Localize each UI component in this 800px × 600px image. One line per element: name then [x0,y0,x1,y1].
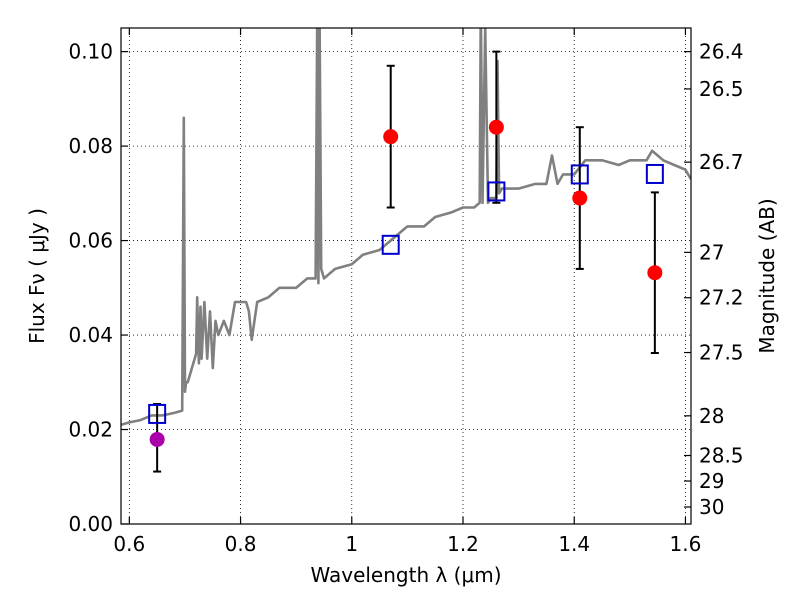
model-square [487,181,506,202]
x-tick-label: 0.8 [225,532,257,556]
spectrum-series [121,28,691,427]
data-point [647,265,663,281]
x-tick-label: 1.2 [447,532,479,556]
y-tick-label: 0.10 [68,40,113,64]
model-square [645,163,664,184]
y-tick-label: 0.02 [68,418,113,442]
y-tick-label: 0.04 [68,323,113,347]
data-point [488,119,504,135]
right-axis-label: Magnitude (AB) [755,198,779,353]
y-tick-label: 0.08 [68,134,113,158]
model-square [148,403,167,424]
model-square [570,164,589,185]
right-tick-label: 29 [699,469,724,493]
x-axis-label: Wavelength λ (μm) [310,563,501,587]
data-point [383,129,399,145]
right-tick-label: 26.4 [699,40,744,64]
right-tick-label: 27.2 [699,286,744,310]
right-tick-label: 28.5 [699,444,744,468]
right-tick-label: 26.7 [699,150,744,174]
model-square [381,234,400,255]
right-tick-label: 27 [699,240,724,264]
right-tick-label: 30 [699,495,724,519]
right-tick-label: 28 [699,404,724,428]
right-tick-label: 26.5 [699,77,744,101]
y-axis-label: Flux Fν ( μJy ) [25,208,49,344]
x-tick-label: 1.6 [670,532,702,556]
data-point [149,431,165,447]
model-photometry-series [148,163,664,424]
x-tick-label: 1.4 [558,532,590,556]
photometry-series [149,50,663,473]
data-point [572,190,588,206]
y-tick-label: 0.00 [68,512,113,536]
y-axis-ticks: 0.00 0.02 0.04 0.06 0.08 0.10 [68,40,128,536]
grid-lines [121,28,691,525]
x-tick-label: 0.6 [113,532,145,556]
x-tick-label: 1 [345,532,358,556]
plot-frame [120,27,692,525]
x-axis-ticks: 0.6 0.8 1 1.2 1.4 1.6 [113,28,701,556]
spectrum-line [121,28,691,427]
y-tick-label: 0.06 [68,229,113,253]
right-tick-label: 27.5 [699,341,744,365]
